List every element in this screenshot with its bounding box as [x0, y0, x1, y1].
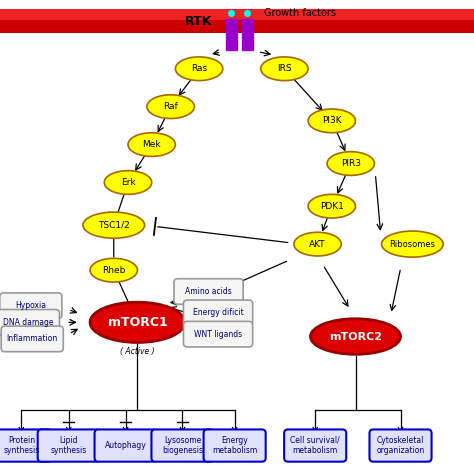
FancyBboxPatch shape: [284, 429, 346, 462]
Text: IRS: IRS: [277, 64, 292, 73]
FancyBboxPatch shape: [1, 326, 64, 352]
FancyBboxPatch shape: [37, 429, 100, 462]
Text: WNT ligands: WNT ligands: [194, 330, 242, 338]
Text: Growth factors: Growth factors: [264, 8, 337, 18]
FancyBboxPatch shape: [0, 293, 62, 319]
Text: Ribosomes: Ribosomes: [389, 240, 436, 248]
FancyBboxPatch shape: [0, 429, 52, 462]
Text: Cell survival/
metabolism: Cell survival/ metabolism: [291, 436, 340, 455]
Ellipse shape: [261, 57, 308, 81]
Text: PI3K: PI3K: [322, 117, 342, 125]
FancyBboxPatch shape: [183, 300, 253, 326]
Text: Ras: Ras: [191, 64, 207, 73]
Ellipse shape: [308, 109, 356, 133]
Ellipse shape: [308, 194, 356, 218]
Ellipse shape: [128, 133, 175, 156]
FancyBboxPatch shape: [183, 321, 253, 347]
FancyBboxPatch shape: [370, 429, 431, 462]
Text: Mek: Mek: [142, 140, 161, 149]
Ellipse shape: [147, 95, 194, 118]
Text: Rheb: Rheb: [102, 266, 126, 274]
Ellipse shape: [310, 319, 401, 355]
Ellipse shape: [90, 258, 137, 282]
Text: RTK: RTK: [184, 15, 212, 28]
Text: mTORC1: mTORC1: [108, 316, 167, 329]
Text: Cytoskeletal
organization: Cytoskeletal organization: [376, 436, 425, 455]
Text: DNA damage: DNA damage: [3, 318, 54, 327]
Text: Amino acids: Amino acids: [185, 287, 232, 296]
Text: mTORC2: mTORC2: [329, 331, 382, 342]
Text: Inflammation: Inflammation: [7, 335, 58, 343]
FancyBboxPatch shape: [94, 429, 156, 462]
FancyBboxPatch shape: [174, 279, 243, 304]
Text: Autophagy: Autophagy: [105, 441, 146, 450]
Text: Protein
synthesis: Protein synthesis: [3, 436, 39, 455]
FancyBboxPatch shape: [203, 429, 265, 462]
Ellipse shape: [90, 302, 185, 342]
Text: Energy
metabolism: Energy metabolism: [212, 436, 257, 455]
Bar: [0, 9, 474, 20]
FancyBboxPatch shape: [226, 19, 237, 50]
Ellipse shape: [83, 212, 145, 238]
Bar: [0, 9, 474, 33]
Text: TSC1/2: TSC1/2: [98, 221, 129, 229]
Ellipse shape: [104, 171, 152, 194]
Ellipse shape: [175, 57, 223, 81]
Ellipse shape: [294, 232, 341, 256]
Text: Erk: Erk: [121, 178, 135, 187]
Text: Hypoxia: Hypoxia: [15, 301, 46, 310]
FancyBboxPatch shape: [242, 19, 253, 50]
Text: PDK1: PDK1: [320, 202, 344, 210]
Text: PIR3: PIR3: [341, 159, 361, 168]
Text: Lysosome
biogenesis: Lysosome biogenesis: [162, 436, 203, 455]
Text: Raf: Raf: [163, 102, 178, 111]
Text: Lipid
synthesis: Lipid synthesis: [51, 436, 87, 455]
Text: Energy dificit: Energy dificit: [192, 309, 244, 317]
Text: AKT: AKT: [309, 240, 326, 248]
Text: ( Active ): ( Active ): [120, 347, 155, 356]
Ellipse shape: [327, 152, 374, 175]
FancyBboxPatch shape: [0, 310, 60, 335]
FancyBboxPatch shape: [152, 429, 213, 462]
Ellipse shape: [382, 231, 443, 257]
